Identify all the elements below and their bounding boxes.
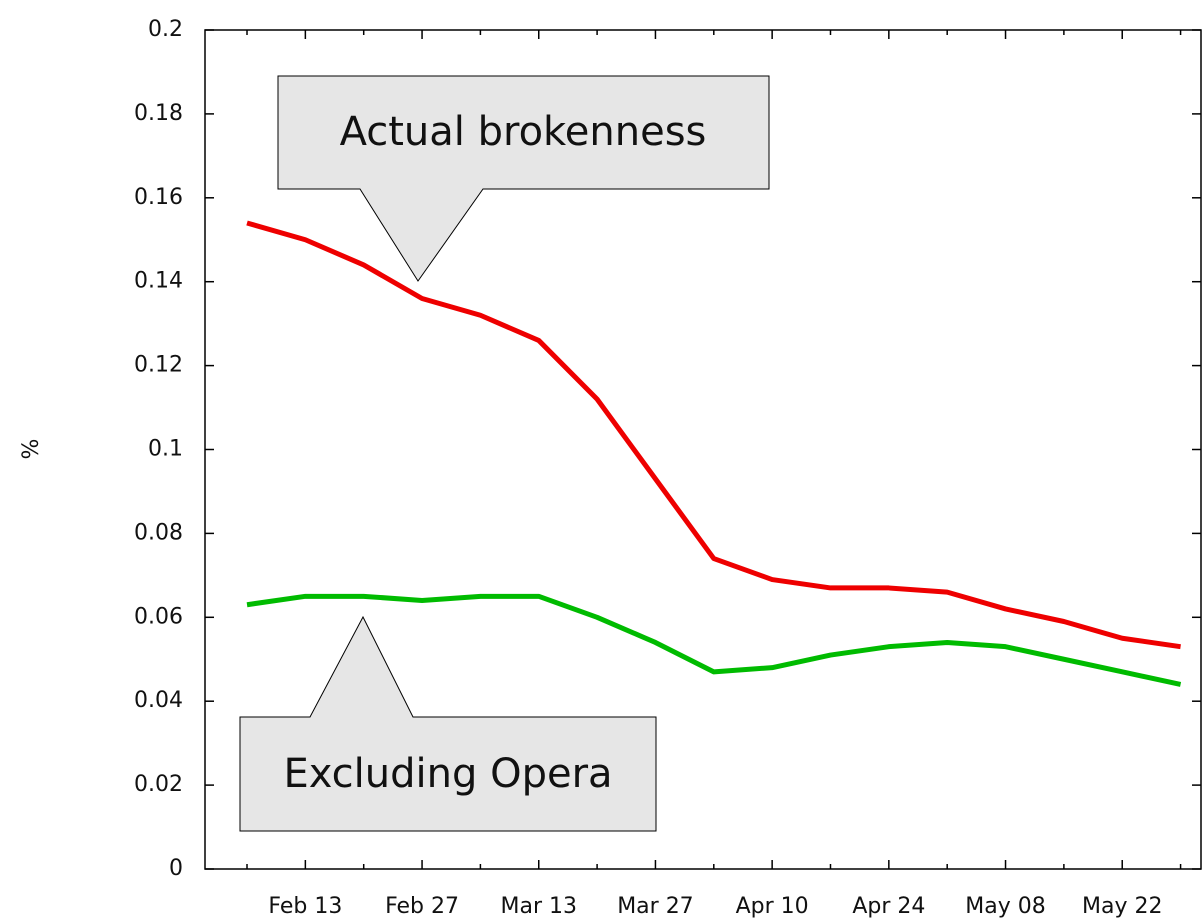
x-tick-label: Mar 27 xyxy=(617,894,694,919)
callout: Actual brokenness xyxy=(277,75,770,282)
y-tick-label: 0.12 xyxy=(134,353,183,378)
x-tick-label: May 22 xyxy=(1082,894,1162,919)
callout-shape xyxy=(239,615,657,832)
y-tick-label: 0.2 xyxy=(148,17,183,42)
y-axis-label: % xyxy=(19,439,44,460)
y-tick-label: 0.04 xyxy=(134,688,183,713)
y-tick-label: 0.08 xyxy=(134,520,183,545)
y-tick-label: 0.14 xyxy=(134,269,183,294)
callout: Excluding Opera xyxy=(239,615,657,832)
y-tick-label: 0.06 xyxy=(134,604,183,629)
x-tick-label: Apr 10 xyxy=(736,894,809,919)
y-tick-label: 0.18 xyxy=(134,101,183,126)
x-tick-label: Feb 27 xyxy=(385,894,459,919)
series-line xyxy=(246,220,1181,650)
annotation: Actual brokenness xyxy=(340,109,707,155)
x-tick-label: May 08 xyxy=(965,894,1045,919)
y-tick-label: 0.16 xyxy=(134,185,183,210)
y-tick-label: 0.1 xyxy=(148,437,183,462)
annotation: Excluding Opera xyxy=(283,751,612,797)
series-line xyxy=(246,593,1182,687)
x-tick-label: Apr 24 xyxy=(852,894,925,919)
x-tick-label: Mar 13 xyxy=(501,894,578,919)
callout-shape xyxy=(277,75,770,282)
y-tick-label: 0.02 xyxy=(134,772,183,797)
x-tick-label: Feb 13 xyxy=(268,894,342,919)
y-tick-label: 0 xyxy=(169,856,183,881)
